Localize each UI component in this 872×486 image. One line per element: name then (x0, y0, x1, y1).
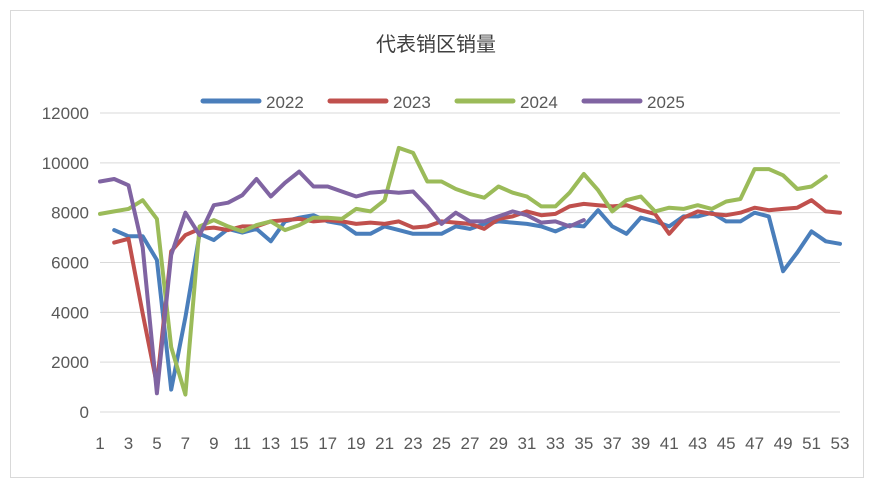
chart-frame (10, 10, 864, 478)
x-tick-label: 35 (574, 434, 593, 453)
x-tick-label: 51 (802, 434, 821, 453)
x-axis-ticks: 1 3 5 7 9 11 13 15 17 19 21 23 25 27 29 31 33 35 37 39 41 43 4… (95, 434, 849, 453)
x-tick-label: 1 (95, 434, 104, 453)
series-line-2024 (98, 145, 828, 397)
legend: 2022 2023 2024 2025 (200, 93, 685, 112)
series-lines (98, 145, 842, 397)
y-tick-label: 12000 (42, 104, 89, 123)
series-line-2023 (112, 198, 842, 387)
x-tick-label: 13 (261, 434, 280, 453)
legend-label: 2022 (266, 93, 304, 112)
x-tick-label: 25 (432, 434, 451, 453)
y-tick-label: 6000 (51, 254, 89, 273)
x-tick-label: 7 (181, 434, 190, 453)
x-tick-label: 39 (631, 434, 650, 453)
x-tick-label: 47 (745, 434, 764, 453)
x-tick-label: 31 (517, 434, 536, 453)
y-axis-ticks: 0 2000 4000 6000 8000 10000 12000 (42, 104, 89, 422)
x-tick-label: 5 (152, 434, 161, 453)
chart-title: 代表销区销量 (376, 32, 496, 56)
x-tick-label: 45 (717, 434, 736, 453)
x-tick-label: 37 (603, 434, 622, 453)
x-tick-label: 15 (290, 434, 309, 453)
x-tick-label: 9 (209, 434, 218, 453)
x-tick-label: 43 (688, 434, 707, 453)
legend-label: 2024 (520, 93, 558, 112)
x-tick-label: 21 (375, 434, 394, 453)
legend-label: 2023 (393, 93, 431, 112)
series-line-2022 (112, 208, 842, 392)
x-tick-label: 53 (831, 434, 850, 453)
series-line-2025 (98, 169, 586, 396)
legend-label: 2025 (647, 93, 685, 112)
x-tick-label: 23 (404, 434, 423, 453)
x-tick-label: 17 (318, 434, 337, 453)
y-tick-label: 10000 (42, 154, 89, 173)
x-tick-label: 33 (546, 434, 565, 453)
x-tick-label: 19 (347, 434, 366, 453)
x-tick-label: 29 (489, 434, 508, 453)
x-tick-label: 3 (124, 434, 133, 453)
x-tick-label: 11 (233, 434, 251, 453)
x-tick-label: 49 (774, 434, 793, 453)
y-tick-label: 8000 (51, 204, 89, 223)
y-tick-label: 0 (80, 403, 89, 422)
y-tick-label: 2000 (51, 353, 89, 372)
y-tick-label: 4000 (51, 303, 89, 322)
x-tick-label: 27 (461, 434, 480, 453)
x-tick-label: 41 (660, 434, 679, 453)
